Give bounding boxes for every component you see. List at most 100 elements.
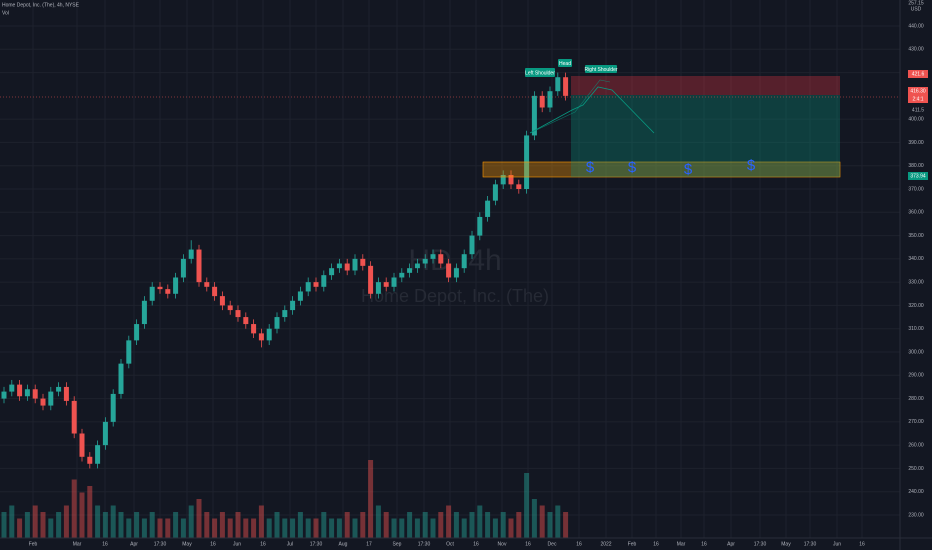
candle-body <box>157 286 163 290</box>
volume-bar <box>438 512 444 538</box>
time-tick-label: Mar <box>677 541 686 547</box>
candle-body <box>87 456 93 464</box>
volume-bar <box>453 512 459 538</box>
volume-bar <box>9 505 15 538</box>
candle-body <box>1 391 7 399</box>
price-tick-label: 430.00 <box>908 47 924 53</box>
volume-bar <box>95 505 101 538</box>
candle-body <box>383 282 389 287</box>
candle-body <box>407 268 413 273</box>
volume-bar <box>329 518 335 538</box>
candle-body <box>290 300 296 311</box>
volume-bar <box>352 518 358 538</box>
time-tick-label: 16 <box>525 541 531 547</box>
volume-bar <box>180 518 186 538</box>
volume-bar <box>555 505 561 538</box>
head-label: Head <box>559 61 571 67</box>
candle-body <box>56 386 62 392</box>
price-tick-label: 350.00 <box>908 233 924 239</box>
candle-body <box>258 333 264 341</box>
time-tick-label: Feb <box>29 541 38 547</box>
price-tick-label: 330.00 <box>908 279 924 285</box>
candle-body <box>453 268 459 278</box>
time-tick-label: Nov <box>498 541 507 547</box>
volume-bar <box>383 512 389 538</box>
price-tick-label: 300.00 <box>908 349 924 355</box>
grid <box>0 0 900 538</box>
volume-bar <box>461 518 467 538</box>
price-tick-label: 320.00 <box>908 303 924 309</box>
candle-body <box>134 324 140 341</box>
time-tick-label: 16 <box>102 541 108 547</box>
candle-body <box>149 286 155 301</box>
volume-bar <box>414 518 420 538</box>
time-tick-label: Jun <box>833 541 841 547</box>
candle-body <box>414 263 420 269</box>
volume-bar <box>266 518 272 538</box>
current-tag <box>908 87 928 103</box>
volume-bar <box>1 512 7 538</box>
symbol-title[interactable]: Home Depot, Inc. (The), 4h, NYSE <box>2 2 80 8</box>
current-price: 416.30 <box>910 88 926 94</box>
entry-tag-label: 411.5 <box>912 107 924 113</box>
volume-bar <box>500 512 506 538</box>
candle-body <box>375 282 381 294</box>
stop-tag-label: 421.6 <box>912 71 925 77</box>
volume-bar <box>407 512 413 538</box>
volume-bar <box>219 512 225 538</box>
volume-bar <box>282 518 288 538</box>
volume-bar <box>102 512 108 538</box>
countdown: 2:4:1 <box>912 96 923 102</box>
candle-body <box>188 249 194 259</box>
candle-body <box>352 258 358 271</box>
volume-bar <box>531 499 537 538</box>
candle-body <box>547 91 553 108</box>
volume-bar <box>71 479 77 538</box>
candle-body <box>95 445 101 464</box>
candle-body <box>102 421 108 446</box>
dollar-sign: $ <box>586 159 595 176</box>
volume-bar <box>274 512 280 538</box>
right-shoulder-label: Right Shoulder <box>584 67 617 73</box>
candle-body <box>508 175 514 185</box>
time-tick-label: 16 <box>576 541 582 547</box>
support-zone <box>482 161 841 178</box>
candles <box>1 72 569 469</box>
volume-bar <box>290 518 296 538</box>
candle-body <box>282 310 288 318</box>
candle-body <box>438 254 444 264</box>
candle-body <box>180 258 186 278</box>
price-tick-label: 270.00 <box>908 419 924 425</box>
volume-bar <box>40 512 46 538</box>
volume-bar <box>430 518 436 538</box>
volume-bar <box>79 492 85 538</box>
candle-body <box>500 175 506 185</box>
stop-tag <box>908 70 928 78</box>
volume-bar <box>321 512 327 538</box>
time-tick-label: 16 <box>859 541 865 547</box>
top-value: 257.15 <box>908 0 924 6</box>
volume-bar <box>17 518 23 538</box>
price-tick-label: 310.00 <box>908 326 924 332</box>
candle-body <box>313 282 319 287</box>
volume-bar <box>243 518 249 538</box>
volume-bar <box>134 512 140 538</box>
volume-bar <box>563 512 569 538</box>
volume-bar <box>422 512 428 538</box>
volume-bar <box>477 505 483 538</box>
candle-body <box>555 77 561 92</box>
volume-bar <box>492 518 498 538</box>
candle-body <box>204 282 210 287</box>
candle-body <box>196 249 202 283</box>
price-tick-label: 400.00 <box>908 116 924 122</box>
candle-body <box>79 433 85 457</box>
volume-bar <box>227 518 233 538</box>
candle-body <box>165 289 171 294</box>
candle-body <box>321 275 327 287</box>
candle-body <box>32 389 38 399</box>
candle-body <box>266 328 272 341</box>
volume-legend[interactable]: Vol <box>2 10 9 16</box>
volume-bar <box>336 518 342 538</box>
